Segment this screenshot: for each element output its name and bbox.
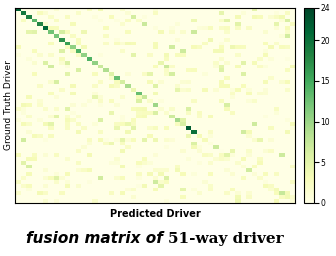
Text: 51-way driver: 51-way driver — [168, 232, 284, 246]
Text: fusion matrix of: fusion matrix of — [26, 231, 168, 246]
Y-axis label: Ground Truth Driver: Ground Truth Driver — [4, 60, 13, 150]
X-axis label: Predicted Driver: Predicted Driver — [110, 209, 200, 219]
